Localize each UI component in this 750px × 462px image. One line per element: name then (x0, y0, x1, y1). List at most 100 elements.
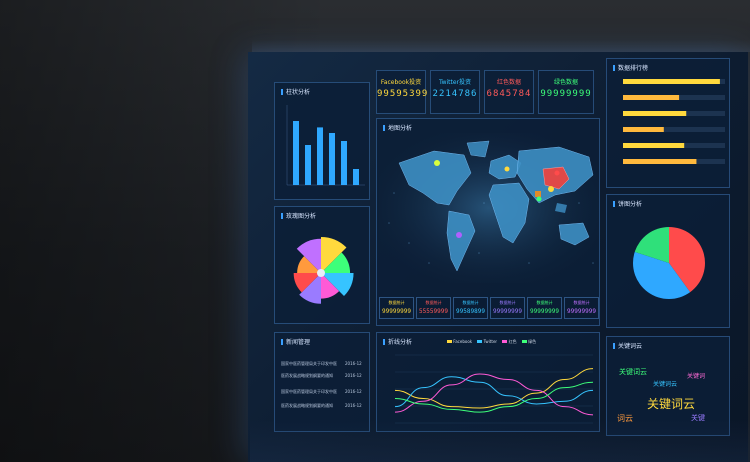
continent-greenland (466, 140, 490, 158)
line-series[interactable] (394, 381, 594, 413)
news-date: 2016-12 (345, 361, 362, 366)
cloud-word[interactable]: 关键 (691, 414, 705, 422)
cloud-word[interactable]: 关键词云 (647, 397, 696, 411)
rank-title: 数据排行榜 (613, 63, 648, 72)
continent-africa (488, 182, 530, 244)
rank-track (623, 127, 725, 132)
legend-item: 绿色 (528, 339, 537, 344)
pie-slice[interactable] (634, 227, 669, 263)
line-series[interactable] (394, 373, 594, 416)
pie-slice[interactable] (633, 251, 691, 299)
news-item[interactable]: 医药发展战略规划纲要的通知 2016-12 (281, 403, 362, 409)
pie-title: 饼图分析 (613, 199, 642, 208)
kpi-label: Twitter投资 (438, 79, 472, 86)
news-item[interactable]: 国家中医药管理局关于印发中医 2016-12 (281, 361, 362, 367)
region-china (542, 166, 570, 190)
cloud-word[interactable]: 词云 (617, 414, 633, 423)
map-stat-card[interactable]: 数据统计 99999999 (379, 297, 414, 319)
bar[interactable] (293, 121, 299, 185)
rank-bar[interactable] (623, 127, 664, 132)
kpi-value: 99595399 (377, 89, 429, 99)
continent-europe (488, 154, 522, 180)
monitor-bevel (252, 40, 750, 52)
map-stat-card[interactable]: 数据统计 55559999 (416, 297, 451, 319)
legend-swatch (521, 340, 527, 343)
rose-petal[interactable] (321, 237, 347, 273)
rank-bar[interactable] (623, 111, 687, 116)
islands (555, 203, 567, 213)
legend-item: Facebook (453, 339, 473, 344)
map-marker[interactable] (554, 170, 560, 176)
map-stat-label: 数据统计 (499, 300, 516, 305)
news-item[interactable]: 国家中医药管理局关于印发中医 2016-12 (281, 389, 362, 395)
legend-swatch (477, 340, 483, 343)
rose-petal[interactable] (297, 256, 321, 273)
region-highlight (535, 191, 541, 197)
map-marker[interactable] (536, 196, 542, 202)
rank-bar[interactable] (623, 143, 685, 148)
news-title: 新闻管理 (281, 337, 310, 346)
map-stat-card[interactable]: 数据统计 99999999 (564, 297, 599, 319)
line-series[interactable] (394, 376, 594, 408)
bar[interactable] (341, 141, 347, 185)
bar[interactable] (329, 133, 335, 185)
pie-chart (633, 227, 705, 299)
rose-petal[interactable] (296, 238, 321, 273)
kpi-label: 红色数据 (496, 79, 521, 86)
news-date: 2016-12 (345, 389, 362, 394)
kpi-card-red: 红色数据 6845784 (484, 70, 534, 114)
map-stat-value: 99999999 (493, 308, 522, 315)
map-marker[interactable] (456, 232, 462, 238)
map-stat-label: 数据统计 (462, 300, 479, 305)
map-stat-value: 99589899 (456, 308, 485, 315)
rose-petal[interactable] (321, 273, 340, 299)
map-stat-card[interactable]: 数据统计 99589899 (453, 297, 488, 319)
rose-petal[interactable] (321, 252, 351, 273)
line-series[interactable] (394, 368, 594, 409)
kpi-label: Facebook投资 (380, 79, 422, 86)
line-panel: 折线分析 Facebook Twitter 红色 绿色 (376, 332, 600, 432)
pie-slice[interactable] (669, 227, 705, 293)
news-text: 医药发展战略规划纲要的通知 (281, 373, 333, 378)
rank-bar[interactable] (623, 79, 720, 84)
kpi-card-twitter: Twitter投资 2214786 (430, 70, 480, 114)
bar[interactable] (353, 169, 359, 185)
kpi-card-facebook: Facebook投资 99595399 (376, 70, 429, 114)
kpi-label: 绿色数据 (553, 79, 578, 86)
cloud-word[interactable]: 关键词 (687, 373, 706, 380)
map-marker[interactable] (504, 166, 510, 172)
line-chart (394, 354, 594, 424)
legend-item: Twitter (483, 339, 498, 344)
continent-north-america (398, 150, 472, 206)
legend-swatch (447, 340, 452, 343)
map-stat-label: 数据统计 (425, 300, 442, 305)
bar-chart-title: 柱状分析 (281, 87, 310, 96)
dashboard-screen: 柱状分析 Facebook投资 99595399 Twitter投资 22147… (248, 52, 748, 462)
cloud-title: 关键词云 (613, 341, 642, 350)
map-stat-card[interactable]: 数据统计 99999999 (527, 297, 562, 319)
rank-bar[interactable] (623, 95, 680, 100)
rank-bar[interactable] (623, 159, 697, 164)
news-item[interactable]: 医药发展战略规划纲要的通知 2016-12 (281, 373, 362, 379)
map-stat-label: 数据统计 (536, 300, 553, 305)
map-title: 地图分析 (383, 123, 412, 132)
cloud-word[interactable]: 关键词云 (619, 368, 647, 376)
rose-center (317, 269, 325, 277)
bar[interactable] (317, 127, 323, 185)
cloud-word[interactable]: 关键词云 (653, 381, 678, 388)
rose-title: 玫瑰图分析 (281, 211, 316, 220)
map-marker[interactable] (434, 160, 440, 166)
map-marker[interactable] (548, 186, 554, 192)
bar[interactable] (305, 145, 311, 185)
rose-petal[interactable] (293, 273, 321, 293)
map-stat-label: 数据统计 (573, 300, 590, 305)
kpi-card-green: 绿色数据 99999999 (538, 70, 594, 114)
legend-item: 红色 (508, 339, 517, 344)
rose-chart (293, 237, 354, 304)
rose-petal[interactable] (321, 273, 354, 297)
map-stats-row: 数据统计 99999999 数据统计 55559999 数据统计 9958989… (379, 297, 601, 321)
news-date: 2016-12 (345, 403, 362, 408)
bar-chart-panel: 柱状分析 (274, 82, 370, 200)
rose-petal[interactable] (299, 273, 321, 304)
map-stat-card[interactable]: 数据统计 99999999 (490, 297, 525, 319)
